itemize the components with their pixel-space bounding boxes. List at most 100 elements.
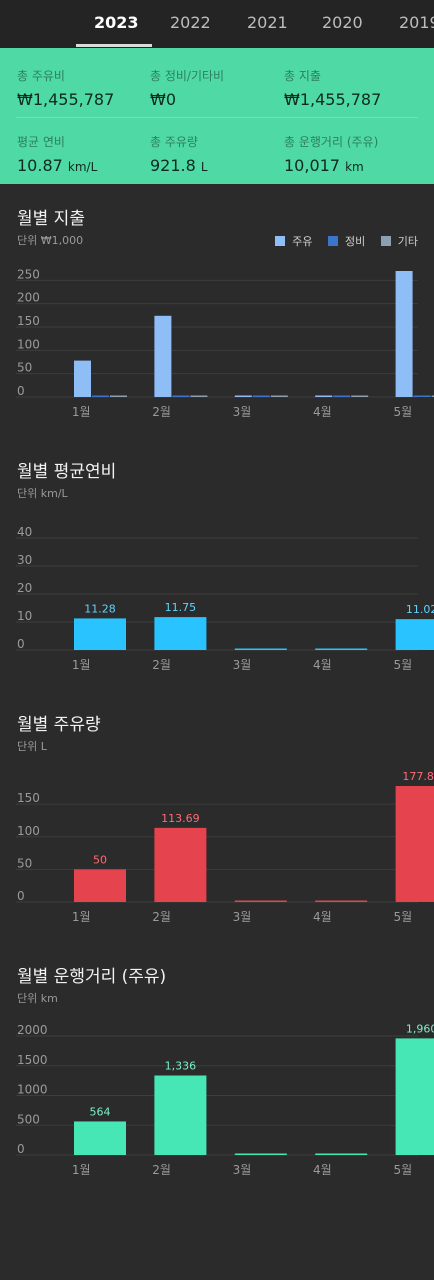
x-tick-label: 4월	[313, 405, 332, 419]
chart-title: 월별 주유량	[17, 715, 101, 735]
x-tick-label: 5월	[393, 1163, 412, 1177]
summary-divider	[16, 117, 418, 118]
summary-value: ₩1,455,787	[284, 90, 382, 109]
data-label: 11.75	[165, 601, 197, 614]
y-tick-label: 10	[17, 609, 32, 623]
chart-title: 월별 운행거리 (주유)	[17, 967, 167, 987]
tab-2020[interactable]: 2020	[322, 13, 363, 32]
bar	[234, 1153, 287, 1155]
x-tick-label: 1월	[72, 658, 91, 672]
monthly-fuel-amount-section: 월별 주유량 단위 L 0 50 100 150 1월 2월 3월 4월 5월 50 113.69 1…	[0, 710, 434, 940]
summary-number: 921.8	[150, 156, 196, 175]
data-label: 50	[93, 853, 107, 866]
x-tick-label: 4월	[313, 658, 332, 672]
bar	[74, 618, 126, 650]
legend-item-maint: 정비	[328, 233, 365, 249]
summary-total-cost: 총 지출 ₩1,455,787	[284, 67, 381, 109]
chart-unit: 단위 km/L	[17, 487, 68, 500]
bar-정비	[333, 395, 351, 397]
summary-unit: km	[345, 160, 364, 174]
legend-swatch	[275, 236, 286, 246]
tab-2021[interactable]: 2021	[247, 13, 288, 32]
chart-legend: 주유 정비 기타	[263, 233, 418, 249]
chart-unit: 단위 ₩1,000	[17, 234, 84, 247]
summary-label: 총 운행거리 (주유)	[284, 135, 379, 149]
legend-label: 주유	[292, 235, 313, 248]
summary-number: 10,017	[284, 156, 340, 175]
summary-label: 총 주유량	[150, 135, 198, 149]
summary-value: 921.8 L	[150, 156, 208, 175]
bar	[315, 1153, 368, 1155]
y-tick-label: 50	[17, 856, 32, 870]
tab-2019[interactable]: 2019	[399, 13, 434, 32]
bar-주유	[74, 360, 91, 397]
chart-title: 월별 평균연비	[17, 462, 117, 482]
summary-value: ₩0	[150, 90, 176, 109]
monthly-efficiency-section: 월별 평균연비 단위 km/L 0 10 20 30 40 1월 2월 3월 4월 5월 11.28…	[0, 457, 434, 687]
x-tick-label: 1월	[72, 1163, 91, 1177]
summary-label: 총 정비/기타비	[150, 69, 225, 83]
y-tick-label: 100	[17, 337, 40, 351]
y-tick-label: 0	[17, 889, 25, 903]
bar	[315, 900, 368, 902]
data-label: 177.88	[402, 770, 434, 783]
year-tab-bar: 2023 2022 2021 2020 2019	[0, 0, 434, 48]
x-tick-label: 4월	[313, 910, 332, 924]
y-tick-label: 0	[17, 637, 25, 651]
y-tick-label: 0	[17, 384, 25, 398]
y-tick-label: 1500	[17, 1053, 48, 1067]
summary-maint-cost: 총 정비/기타비 ₩0	[150, 67, 224, 109]
bar-기타	[110, 395, 127, 397]
legend-swatch	[328, 236, 338, 246]
bar	[74, 1121, 126, 1155]
summary-panel: 총 주유비 ₩1,455,787 총 정비/기타비 ₩0 총 지출 ₩1,455…	[0, 48, 434, 184]
tab-2022[interactable]: 2022	[170, 13, 211, 32]
bar	[154, 1075, 207, 1155]
legend-label: 정비	[345, 235, 366, 248]
bar-주유	[154, 315, 172, 397]
bar-주유	[395, 271, 413, 397]
legend-item-fuel: 주유	[275, 233, 313, 249]
summary-number: 10.87	[17, 156, 63, 175]
summary-label: 총 주유비	[17, 69, 65, 83]
tab-2023[interactable]: 2023	[94, 13, 139, 32]
x-tick-label: 2월	[152, 910, 171, 924]
summary-label: 총 지출	[284, 69, 321, 83]
bar	[395, 786, 434, 902]
y-tick-label: 150	[17, 791, 40, 805]
x-tick-label: 1월	[72, 405, 91, 419]
monthly-distance-section: 월별 운행거리 (주유) 단위 km 0 500 1000 1500 2000 1월 2월 3…	[0, 962, 434, 1192]
y-tick-label: 0	[17, 1142, 25, 1156]
bar	[234, 648, 287, 650]
y-tick-label: 500	[17, 1112, 40, 1126]
data-label: 11.02	[406, 603, 434, 616]
bar	[315, 648, 368, 650]
y-tick-label: 50	[17, 361, 32, 375]
data-label: 113.69	[161, 812, 200, 825]
bar-기타	[190, 395, 208, 397]
x-tick-label: 1월	[72, 910, 91, 924]
y-tick-label: 30	[17, 553, 32, 567]
x-tick-label: 2월	[152, 405, 171, 419]
summary-value: ₩1,455,787	[17, 90, 115, 109]
legend-label: 기타	[397, 235, 418, 248]
bar-주유	[234, 395, 252, 397]
bar	[74, 869, 126, 902]
chart-unit: 단위 km	[17, 992, 58, 1005]
x-tick-label: 5월	[393, 658, 412, 672]
x-tick-label: 5월	[393, 405, 412, 419]
summary-distance: 총 운행거리 (주유) 10,017 km	[284, 133, 378, 175]
x-tick-label: 4월	[313, 1163, 332, 1177]
monthly-fuel-amount-chart: 0 50 100 150 1월 2월 3월 4월 5월 50 113.69 177.88	[16, 770, 434, 924]
x-tick-label: 3월	[233, 658, 252, 672]
bar	[154, 617, 207, 650]
x-tick-label: 3월	[233, 910, 252, 924]
bar	[154, 827, 207, 902]
active-tab-indicator	[76, 44, 152, 47]
summary-unit: L	[200, 160, 208, 174]
bar-기타	[270, 395, 288, 397]
y-tick-label: 1000	[17, 1083, 48, 1097]
bar-기타	[351, 395, 369, 397]
x-tick-label: 3월	[233, 1163, 252, 1177]
y-tick-label: 20	[17, 581, 32, 595]
